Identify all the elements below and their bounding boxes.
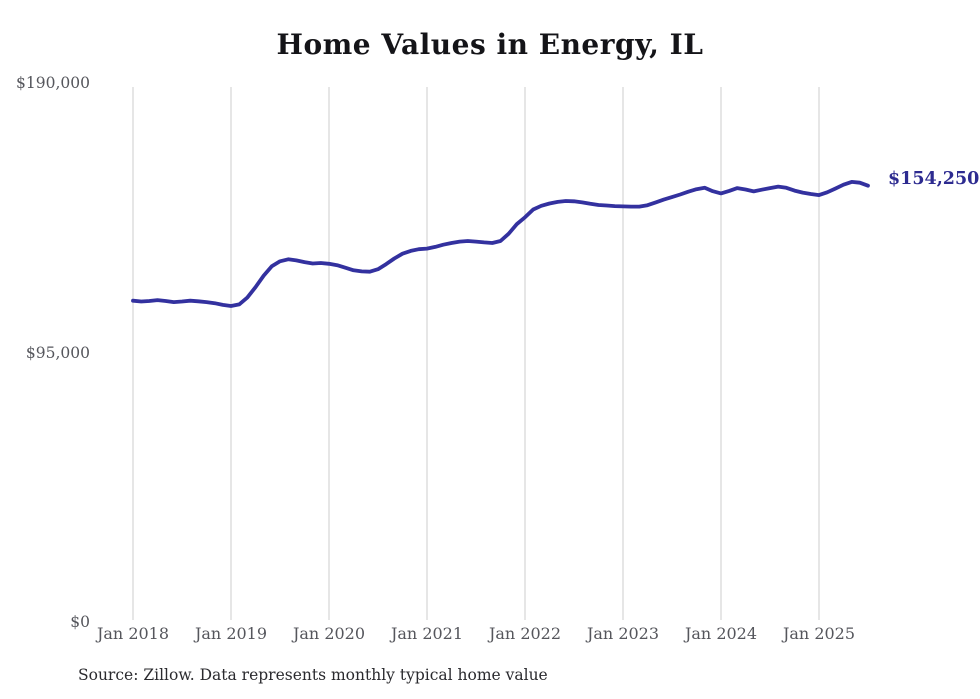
y-tick-label: $95,000 (25, 344, 90, 362)
y-tick-label: $0 (70, 613, 90, 631)
x-tick-label: Jan 2024 (684, 624, 758, 643)
gridlines (132, 87, 820, 620)
value-line (131, 180, 870, 308)
chart-title: Home Values in Energy, IL (276, 28, 704, 61)
x-tick-label: Jan 2025 (782, 624, 856, 643)
source-note: Source: Zillow. Data represents monthly … (78, 666, 548, 684)
x-tick-label: Jan 2019 (194, 624, 268, 643)
x-tick-label: Jan 2018 (96, 624, 170, 643)
x-tick-label: Jan 2021 (390, 624, 464, 643)
y-tick-label: $190,000 (16, 74, 90, 92)
x-tick-label: Jan 2023 (586, 624, 660, 643)
current-value-label: $154,250 (888, 169, 980, 189)
x-tick-label: Jan 2022 (488, 624, 562, 643)
x-tick-label: Jan 2020 (292, 624, 366, 643)
